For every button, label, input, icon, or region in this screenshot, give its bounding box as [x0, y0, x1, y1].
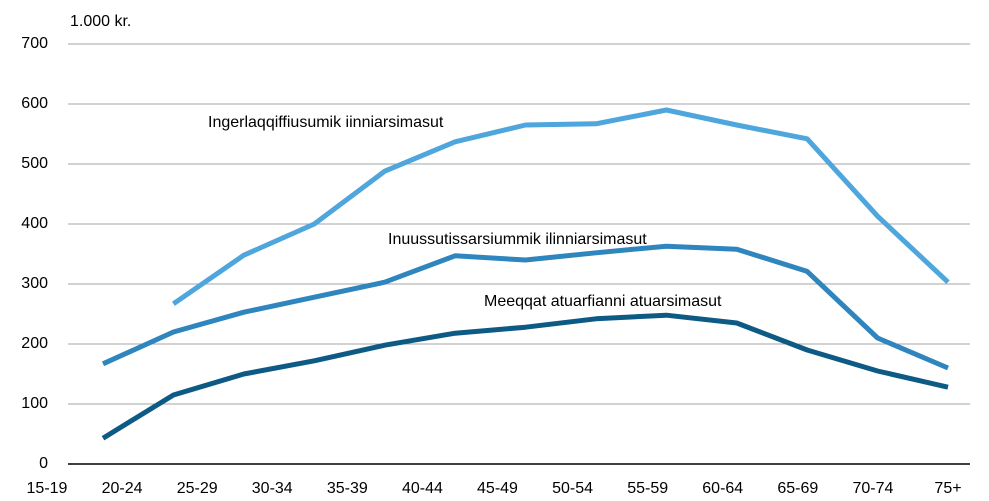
x-tick-label: 25-29: [177, 480, 218, 497]
x-tick-label: 20-24: [102, 480, 143, 497]
x-tick-label: 55-59: [627, 480, 668, 497]
series-label: Inuussutissarsiummik ilinniarsimasut: [388, 231, 647, 248]
y-tick-label: 100: [21, 395, 48, 412]
x-tick-label: 30-34: [252, 480, 293, 497]
y-tick-label: 500: [21, 155, 48, 172]
y-tick-label: 600: [21, 95, 48, 112]
line: [171, 107, 950, 306]
line: [101, 312, 949, 441]
x-tick-label: 50-54: [552, 480, 593, 497]
line: [101, 243, 949, 371]
x-tick-label: 40-44: [402, 480, 443, 497]
series-label: Meeqqat atuarfianni atuarsimasut: [484, 293, 722, 310]
x-tick-label: 35-39: [327, 480, 368, 497]
x-tick-label: 75+: [934, 480, 961, 497]
y-axis-label: 1.000 kr.: [70, 13, 131, 30]
y-tick-label: 300: [21, 275, 48, 292]
x-tick-label: 65-69: [777, 480, 818, 497]
x-tick-label: 15-19: [27, 480, 68, 497]
series-label: Ingerlaqqiffiusumik iinniarsimasut: [208, 114, 444, 131]
x-tick-label: 70-74: [852, 480, 893, 497]
x-tick-label: 45-49: [477, 480, 518, 497]
y-tick-label: 400: [21, 215, 48, 232]
x-tick-label: 60-64: [702, 480, 743, 497]
y-tick-label: 700: [21, 35, 48, 52]
y-tick-label: 0: [39, 455, 48, 472]
y-tick-label: 200: [21, 335, 48, 352]
